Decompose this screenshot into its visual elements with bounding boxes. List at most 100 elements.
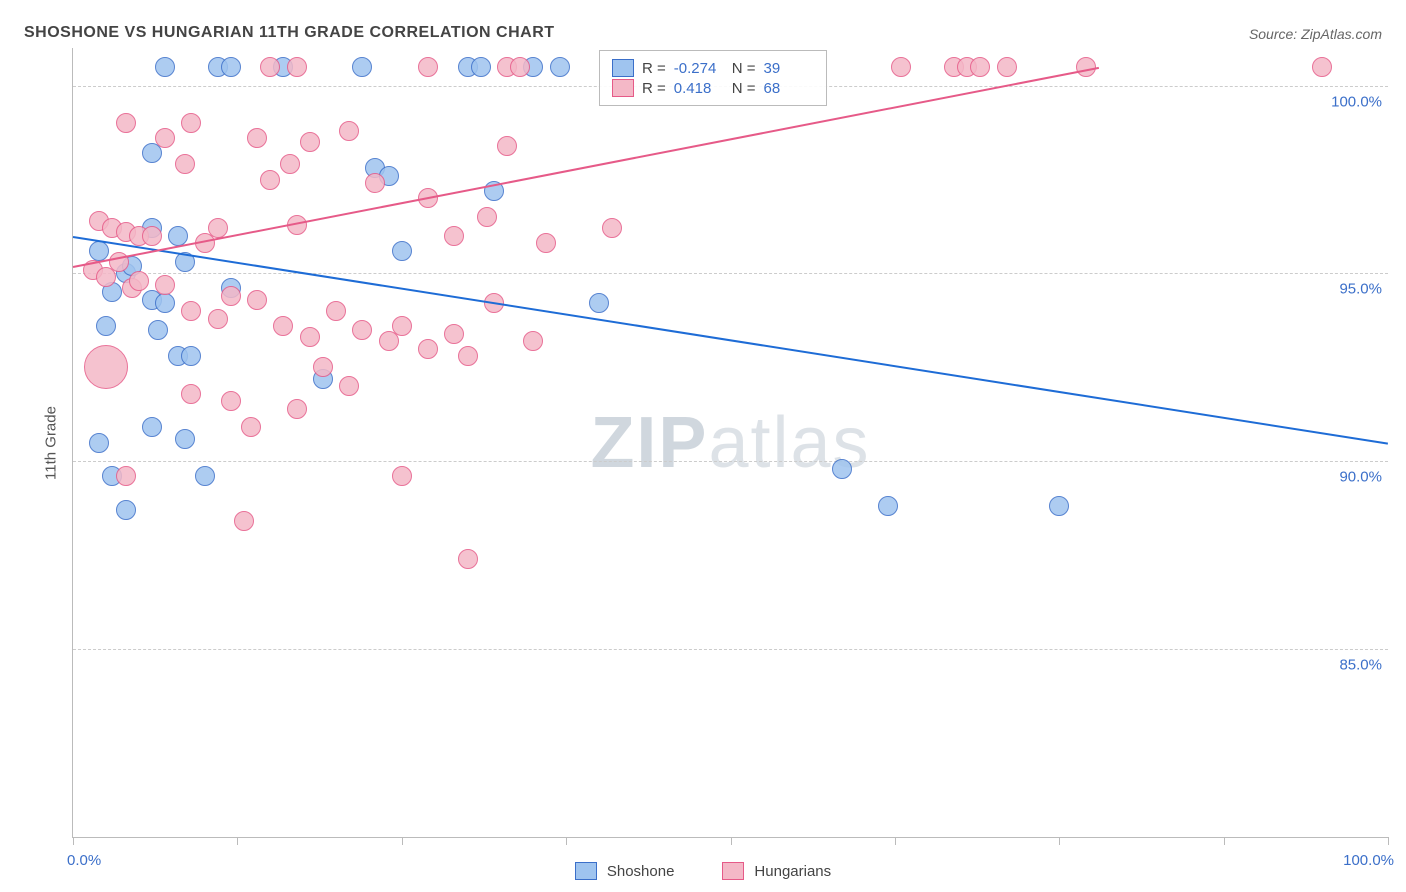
data-point bbox=[168, 226, 188, 246]
data-point bbox=[418, 339, 438, 359]
data-point bbox=[142, 417, 162, 437]
x-tick bbox=[566, 837, 567, 845]
x-tick bbox=[895, 837, 896, 845]
legend-swatch-hungarians bbox=[722, 862, 744, 880]
chart-title: SHOSHONE VS HUNGARIAN 11TH GRADE CORRELA… bbox=[24, 24, 555, 42]
data-point bbox=[89, 433, 109, 453]
data-point bbox=[287, 399, 307, 419]
data-point bbox=[1049, 496, 1069, 516]
x-tick bbox=[1059, 837, 1060, 845]
data-point bbox=[241, 417, 261, 437]
data-point bbox=[352, 320, 372, 340]
data-point bbox=[287, 57, 307, 77]
data-point bbox=[116, 500, 136, 520]
data-point bbox=[221, 286, 241, 306]
data-point bbox=[234, 511, 254, 531]
trend-line bbox=[73, 67, 1099, 268]
data-point bbox=[497, 136, 517, 156]
x-tick bbox=[731, 837, 732, 845]
data-point bbox=[352, 57, 372, 77]
stats-row: R =-0.274N =39 bbox=[612, 59, 814, 77]
data-point bbox=[602, 218, 622, 238]
legend-label-shoshone: Shoshone bbox=[607, 863, 675, 880]
data-point bbox=[155, 57, 175, 77]
data-point bbox=[89, 241, 109, 261]
bottom-legend: Shoshone Hungarians bbox=[0, 862, 1406, 880]
data-point bbox=[247, 128, 267, 148]
stats-n-label: N = bbox=[732, 60, 756, 77]
data-point bbox=[273, 316, 293, 336]
data-point bbox=[891, 57, 911, 77]
data-point bbox=[300, 132, 320, 152]
data-point bbox=[142, 226, 162, 246]
data-point bbox=[392, 241, 412, 261]
legend-item-hungarians: Hungarians bbox=[722, 862, 831, 880]
data-point bbox=[339, 121, 359, 141]
data-point bbox=[477, 207, 497, 227]
stats-box: R =-0.274N =39R =0.418N =68 bbox=[599, 50, 827, 106]
data-point bbox=[300, 327, 320, 347]
data-point bbox=[96, 316, 116, 336]
data-point bbox=[970, 57, 990, 77]
source-label: Source: ZipAtlas.com bbox=[1249, 26, 1382, 42]
data-point bbox=[116, 466, 136, 486]
data-point bbox=[148, 320, 168, 340]
data-point bbox=[221, 391, 241, 411]
x-tick bbox=[1224, 837, 1225, 845]
gridline bbox=[73, 649, 1388, 650]
data-point bbox=[392, 316, 412, 336]
data-point bbox=[832, 459, 852, 479]
plot-area-wrap: 11th Grade ZIPatlas 85.0%90.0%95.0%100.0… bbox=[18, 48, 1388, 838]
data-point bbox=[129, 271, 149, 291]
data-point bbox=[997, 57, 1017, 77]
data-point bbox=[175, 429, 195, 449]
data-point bbox=[536, 233, 556, 253]
watermark: ZIPatlas bbox=[590, 402, 870, 484]
data-point bbox=[155, 275, 175, 295]
y-tick-label: 85.0% bbox=[1339, 657, 1382, 674]
stats-r-label: R = bbox=[642, 60, 666, 77]
stats-r-value: -0.274 bbox=[674, 60, 724, 77]
watermark-zip: ZIP bbox=[590, 403, 708, 483]
data-point bbox=[444, 324, 464, 344]
stats-swatch bbox=[612, 79, 634, 97]
stats-n-label: N = bbox=[732, 80, 756, 97]
data-point bbox=[418, 57, 438, 77]
data-point bbox=[208, 309, 228, 329]
data-point bbox=[878, 496, 898, 516]
data-point bbox=[175, 154, 195, 174]
plot-area: ZIPatlas 85.0%90.0%95.0%100.0%0.0%100.0%… bbox=[72, 48, 1388, 838]
data-point bbox=[458, 549, 478, 569]
data-point bbox=[550, 57, 570, 77]
data-point bbox=[392, 466, 412, 486]
data-point bbox=[221, 57, 241, 77]
stats-n-value: 68 bbox=[764, 80, 814, 97]
data-point bbox=[155, 293, 175, 313]
data-point bbox=[247, 290, 267, 310]
data-point bbox=[313, 357, 333, 377]
chart-container: SHOSHONE VS HUNGARIAN 11TH GRADE CORRELA… bbox=[0, 0, 1406, 892]
stats-r-value: 0.418 bbox=[674, 80, 724, 97]
data-point bbox=[181, 301, 201, 321]
data-point bbox=[510, 57, 530, 77]
legend-label-hungarians: Hungarians bbox=[754, 863, 831, 880]
x-tick bbox=[73, 837, 74, 845]
data-point bbox=[208, 218, 228, 238]
data-point bbox=[181, 113, 201, 133]
legend-swatch-shoshone bbox=[575, 862, 597, 880]
data-point bbox=[458, 346, 478, 366]
data-point bbox=[339, 376, 359, 396]
data-point bbox=[523, 331, 543, 351]
data-point bbox=[326, 301, 346, 321]
data-point bbox=[155, 128, 175, 148]
legend-item-shoshone: Shoshone bbox=[575, 862, 675, 880]
data-point bbox=[280, 154, 300, 174]
y-tick-label: 95.0% bbox=[1339, 281, 1382, 298]
data-point bbox=[589, 293, 609, 313]
x-tick bbox=[402, 837, 403, 845]
stats-r-label: R = bbox=[642, 80, 666, 97]
data-point bbox=[181, 346, 201, 366]
data-point bbox=[471, 57, 491, 77]
stats-swatch bbox=[612, 59, 634, 77]
y-tick-label: 100.0% bbox=[1331, 93, 1382, 110]
